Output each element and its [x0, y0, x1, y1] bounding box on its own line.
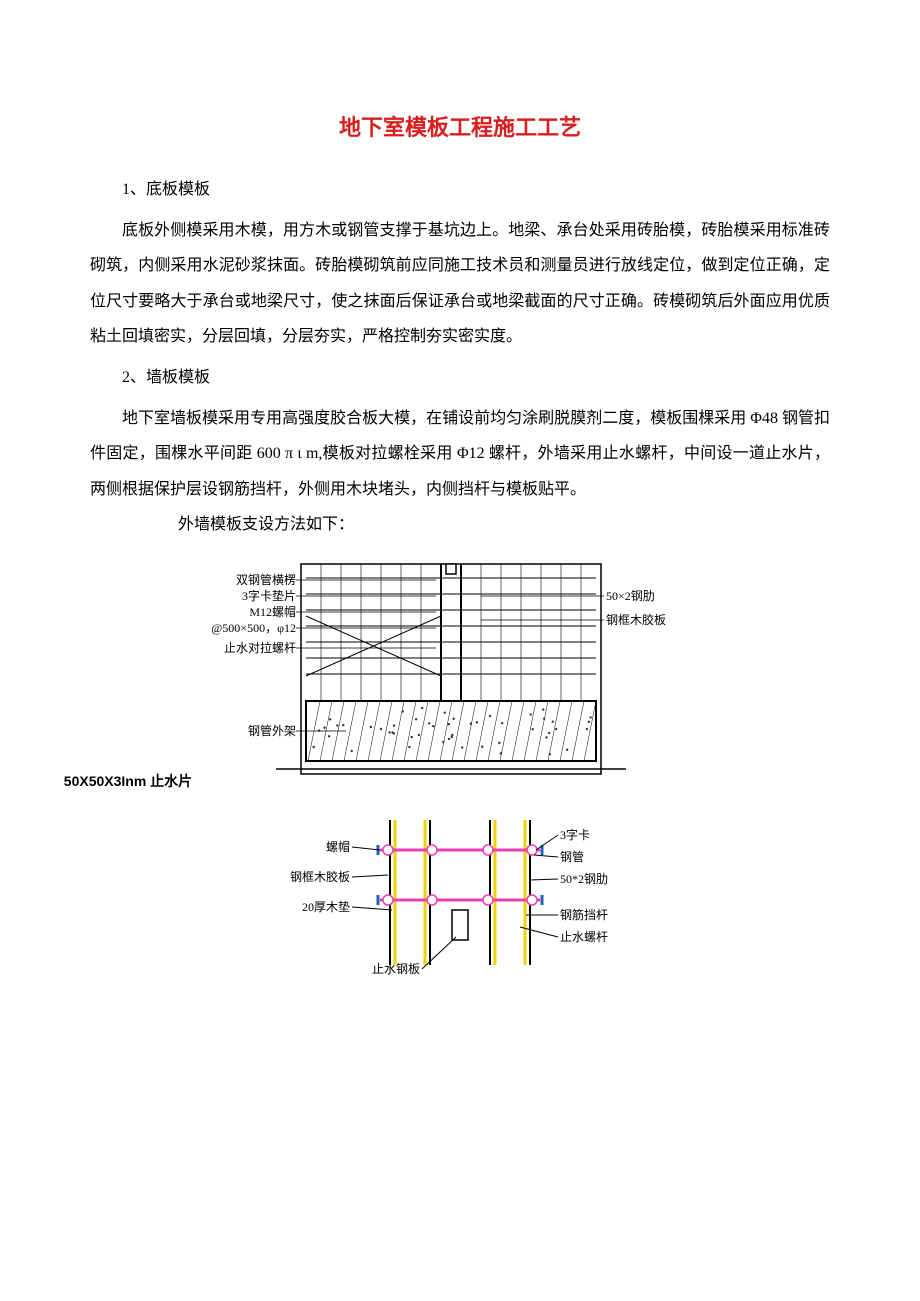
diagram-1-svg: 双钢管横楞3字卡垫片M12螺帽 @500×500，φ12 止水对拉螺杆钢管外架 50×… — [196, 556, 696, 786]
section-2-heading: 2、墙板模板 — [90, 360, 830, 395]
document-page: 地下室模板工程施工工艺 1、底板模板 底板外侧模采用木模，用方木或钢管支撑于基坑… — [0, 0, 920, 1070]
svg-text:50*2钢肋: 50*2钢肋 — [560, 871, 608, 886]
section-2-subline: 外墙模板支设方法如下： — [90, 507, 830, 542]
svg-text:钢框木胶板: 钢框木胶板 — [606, 612, 666, 627]
svg-text:止水对拉螺杆: 止水对拉螺杆 — [224, 640, 296, 655]
svg-text:钢框木胶板: 钢框木胶板 — [290, 869, 350, 884]
section-1-heading: 1、底板模板 — [90, 172, 830, 207]
svg-text:50×2钢肋: 50×2钢肋 — [606, 588, 655, 603]
svg-text:钢筋挡杆: 钢筋挡杆 — [560, 907, 608, 922]
section-2-body: 地下室墙板模采用专用高强度胶合板大模，在铺设前均匀涂刷脱膜剂二度，模板围棵采用 … — [90, 401, 830, 507]
svg-text:@500×500，φ12: @500×500，φ12 — [211, 621, 296, 635]
page-title: 地下室模板工程施工工艺 — [90, 110, 830, 142]
svg-text:止水螺杆: 止水螺杆 — [560, 930, 608, 944]
diagram-1-container: 50X50X3Inm 止水片 双钢管横楞3字卡垫片M12螺帽@500×500，φ… — [90, 556, 830, 795]
svg-text:钢管: 钢管 — [560, 849, 584, 864]
svg-text:螺帽: 螺帽 — [326, 839, 350, 854]
svg-text:3字卡: 3字卡 — [560, 827, 590, 842]
diagram-1-caption: 50X50X3Inm 止水片 — [64, 771, 192, 791]
svg-text:20厚木垫: 20厚木垫 — [302, 899, 350, 914]
svg-text:3字卡垫片: 3字卡垫片 — [242, 588, 296, 603]
section-1-body: 底板外侧模采用木模，用方木或钢管支撑于基坑边上。地梁、承台处采用砖胎模，砖胎模采… — [90, 213, 830, 354]
svg-text:M12螺帽: M12螺帽 — [250, 604, 297, 619]
diagram-2-container: 螺帽钢框木胶板 20厚木垫止水钢板 3字卡钢管 50*2钢肋钢筋挡杆止水螺杆 — [90, 815, 830, 990]
svg-text:止水钢板: 止水钢板 — [372, 962, 420, 976]
diagram-2-svg: 螺帽钢框木胶板 20厚木垫止水钢板 3字卡钢管 50*2钢肋钢筋挡杆止水螺杆 — [220, 815, 700, 985]
svg-text:钢管外架: 钢管外架 — [248, 723, 296, 738]
svg-text:双钢管横楞: 双钢管横楞 — [236, 572, 296, 587]
